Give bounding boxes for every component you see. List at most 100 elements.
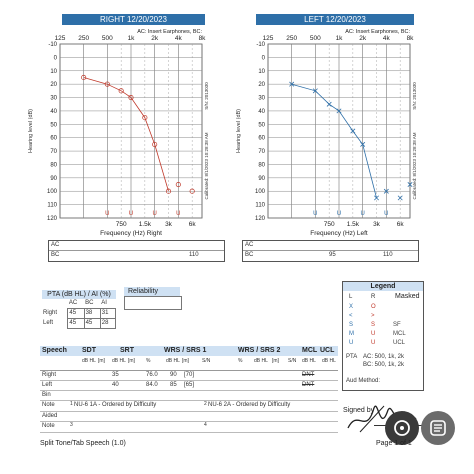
data-point — [142, 115, 148, 121]
freq-tick-label: 8k — [199, 35, 207, 42]
speech-right-label: Right — [42, 372, 57, 378]
freq-tick-label: 250 — [78, 35, 89, 42]
db-tick-label: 120 — [255, 216, 266, 222]
freq-tick-label: 2k — [151, 35, 159, 42]
speech-sdt: SDT — [82, 347, 96, 354]
legend-aud-method: Aud Method: — [346, 378, 381, 384]
pta-row-label: Right — [43, 310, 58, 316]
freq-tick-label: 1.5k — [139, 221, 152, 228]
speech-srt: SRT — [120, 347, 134, 354]
speech-subheader-cell: [m] — [98, 358, 105, 364]
db-tick-label: 10 — [258, 69, 265, 75]
db-tick-label: 10 — [50, 69, 57, 75]
speech-subheader-cell: [m] — [128, 358, 135, 364]
speech-left-srt: 40 — [112, 382, 119, 388]
legend-col-r: R — [371, 294, 376, 300]
bc-marker: U — [337, 211, 341, 217]
db-tick-label: 30 — [258, 96, 265, 102]
data-point — [374, 195, 379, 201]
db-tick-label: 80 — [258, 162, 265, 168]
speech-subheader-cell: dB HL — [302, 358, 316, 364]
calibrated-label: Calibrated: 8/1/2023 10:28:38 AM — [204, 132, 209, 199]
pta-h0 — [42, 299, 68, 309]
data-point — [289, 81, 295, 87]
speech-subheader-cell: % — [238, 358, 243, 364]
db-tick-label: 100 — [255, 189, 266, 195]
freq-tick-label: 3k — [373, 221, 381, 228]
bc-marker: U — [105, 211, 109, 217]
speech-subheader-cell: dB HL — [166, 358, 180, 364]
freq-tick-label: 250 — [286, 35, 297, 42]
speech-ucl: UCL — [320, 347, 335, 354]
db-tick-label: 100 — [47, 189, 58, 195]
reliability-field[interactable] — [124, 296, 182, 310]
legend-symbol-left: X — [349, 304, 354, 310]
pta-title: PTA (dB HL) / AI (%) — [42, 290, 116, 299]
speech-subheader-cell: dB HL — [82, 358, 96, 364]
data-point — [407, 182, 413, 188]
freq-tick-label: 4k — [175, 35, 183, 42]
bc-marker: U — [129, 211, 133, 217]
speech-right-wrs-m: [70] — [184, 372, 195, 378]
freq-tick-label: 8k — [407, 35, 415, 42]
data-point — [81, 74, 87, 81]
freq-tick-label: 750 — [116, 221, 127, 228]
pta-cell: 38 — [83, 308, 101, 319]
copy-text-icon[interactable] — [421, 411, 455, 445]
speech-left-label: Left — [42, 382, 53, 388]
data-point — [175, 181, 181, 188]
lens-icon[interactable] — [385, 411, 419, 445]
left-bc-value-a: 95 — [329, 252, 336, 258]
speech-bin-label: Bin — [42, 392, 51, 398]
speech-header-row: Speech SDT SRT WRS / SRS 1 WRS / SRS 2 M… — [40, 346, 338, 356]
db-tick-label: 110 — [255, 203, 265, 209]
freq-tick-label: 3k — [165, 221, 173, 228]
calibrated-label: Calibrated: 8/1/2023 10:28:38 AM — [412, 132, 417, 199]
db-tick-label: 30 — [50, 96, 57, 102]
data-point — [189, 188, 195, 194]
left-bc-label: BC — [245, 252, 254, 258]
db-tick-label: 0 — [54, 55, 58, 61]
footer-right: Page 1 of 1 — [376, 440, 412, 447]
legend-symbol-left: M — [349, 331, 354, 337]
data-point — [165, 188, 172, 194]
speech-wrs2: WRS / SRS 2 — [238, 347, 281, 354]
right-audiogram: 125 250 500 1k 2k 4k 8k 750 1.5k 3k 6k -10 0 10 20 30 40… — [28, 29, 209, 237]
speech-row-note2: Note 3 4 — [40, 422, 338, 433]
speech-left-wrs: 84.0 — [146, 382, 158, 388]
speech-note-num3: 3 — [70, 422, 73, 428]
legend-symbol-right: > — [371, 313, 375, 319]
bc-marker: U — [360, 211, 364, 217]
db-tick-label: 50 — [258, 122, 265, 128]
legend-pta-value: AC: 500, 1k, 2k — [363, 354, 405, 360]
speech-subheader-cell: dB HL — [322, 358, 336, 364]
db-tick-label: 70 — [258, 149, 265, 155]
legend-symbol-masked: MCL — [393, 331, 406, 337]
speech-row-bin: Bin — [40, 391, 338, 401]
data-point — [152, 141, 158, 147]
freq-tick-label: 500 — [310, 35, 321, 42]
speech-subheader-cell: S/N — [202, 358, 211, 364]
series-line — [83, 77, 169, 192]
speech-panel: Speech SDT SRT WRS / SRS 1 WRS / SRS 2 M… — [40, 346, 338, 433]
right-bc-label: BC — [51, 252, 60, 258]
legend-symbol-right: O — [371, 304, 376, 310]
left-audiogram: 125 250 500 1k 2k 4k 8k 750 1.5k 3k 6k -10 0 10 20 30 40… — [236, 29, 417, 237]
legend-symbol-right: U — [371, 331, 376, 337]
right-bc-value: 110 — [189, 252, 199, 258]
speech-mcl: MCL — [302, 347, 318, 354]
legend-symbol-masked: UCL — [393, 340, 406, 346]
speech-note-num4: 4 — [204, 422, 207, 428]
freq-tick-label: 2k — [359, 35, 367, 42]
footer-left: Split Tone/Tab Speech (1.0) — [40, 440, 126, 447]
db-tick-label: 110 — [47, 203, 57, 209]
freq-tick-label: 1k — [128, 35, 136, 42]
pta-cell: 28 — [99, 318, 117, 329]
speech-aided-label: Aided — [42, 413, 58, 419]
freq-tick-label: 125 — [55, 35, 66, 42]
speech-left-dnt: DNT — [302, 382, 315, 388]
sn-label: S/N: 2013030 — [412, 82, 417, 110]
freq-tick-label: 750 — [324, 221, 335, 228]
bc-marker: U — [313, 211, 317, 217]
db-tick-label: 0 — [262, 55, 266, 61]
